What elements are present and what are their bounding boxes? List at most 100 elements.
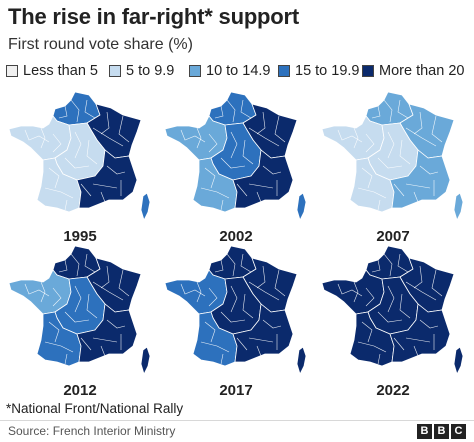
legend-swatch bbox=[109, 65, 121, 77]
region-corsica bbox=[453, 346, 464, 375]
department-boundary bbox=[387, 131, 395, 159]
map-year-label: 2022 bbox=[376, 382, 410, 399]
region-southeast bbox=[232, 303, 294, 363]
bbc-logo: B B C bbox=[417, 424, 466, 439]
department-boundary bbox=[361, 321, 373, 343]
department-boundary bbox=[220, 353, 224, 365]
department-boundary bbox=[383, 253, 393, 277]
department-boundary bbox=[262, 319, 282, 329]
department-boundary bbox=[337, 129, 363, 143]
department-boundary bbox=[58, 105, 68, 119]
legend-swatch bbox=[362, 65, 374, 77]
department-boundary bbox=[413, 345, 419, 357]
map-panel-2007: 2007 bbox=[318, 88, 468, 253]
department-boundary bbox=[377, 353, 381, 365]
map-panel-2022: 2022 bbox=[318, 242, 468, 407]
department-boundary bbox=[48, 321, 60, 343]
region-southwest bbox=[36, 157, 82, 213]
department-boundary bbox=[40, 127, 46, 149]
department-boundary bbox=[74, 131, 82, 159]
region-southwest bbox=[36, 311, 82, 367]
department-boundary bbox=[80, 183, 92, 197]
map-panel-2002: 2002 bbox=[161, 88, 311, 253]
department-boundary bbox=[262, 165, 282, 175]
map-year-label: 2017 bbox=[219, 382, 253, 399]
map-panel-2012: 2012 bbox=[5, 242, 155, 407]
department-boundary bbox=[242, 293, 254, 319]
department-boundary bbox=[64, 311, 90, 323]
france-map bbox=[321, 91, 464, 221]
department-boundary bbox=[248, 183, 274, 189]
department-boundary bbox=[100, 191, 106, 203]
region-corsica bbox=[296, 346, 307, 375]
department-boundary bbox=[365, 133, 375, 153]
france-map bbox=[8, 91, 151, 221]
department-boundary bbox=[100, 265, 110, 289]
legend-swatch bbox=[278, 65, 290, 77]
department-boundary bbox=[256, 265, 266, 289]
region-corsica bbox=[140, 346, 151, 375]
department-boundary bbox=[48, 167, 60, 189]
department-boundary bbox=[248, 127, 280, 147]
map-panel-1995: 1995 bbox=[5, 88, 155, 253]
department-boundary bbox=[70, 99, 80, 123]
department-boundary bbox=[40, 281, 46, 303]
department-boundary bbox=[106, 165, 126, 175]
department-boundary bbox=[200, 341, 230, 353]
department-boundary bbox=[256, 111, 266, 135]
department-boundary bbox=[397, 99, 409, 119]
department-boundary bbox=[52, 133, 62, 153]
department-boundary bbox=[44, 187, 74, 199]
department-boundary bbox=[393, 337, 405, 351]
map-year-label: 1995 bbox=[63, 228, 97, 245]
department-boundary bbox=[118, 269, 130, 297]
department-boundary bbox=[387, 285, 395, 313]
department-boundary bbox=[44, 341, 74, 353]
department-boundary bbox=[100, 345, 106, 357]
region-southeast bbox=[76, 303, 138, 363]
department-boundary bbox=[248, 281, 280, 301]
department-boundary bbox=[208, 133, 218, 153]
department-boundary bbox=[208, 287, 218, 307]
department-boundary bbox=[86, 293, 98, 319]
legend-label: 15 to 19.9 bbox=[295, 63, 360, 79]
department-boundary bbox=[214, 259, 224, 273]
legend-swatch bbox=[6, 65, 18, 77]
department-boundary bbox=[180, 129, 206, 143]
department-boundary bbox=[419, 165, 439, 175]
department-boundary bbox=[52, 287, 62, 307]
department-boundary bbox=[399, 139, 411, 165]
department-boundary bbox=[84, 253, 96, 273]
department-boundary bbox=[196, 281, 202, 303]
department-boundary bbox=[405, 337, 431, 343]
france-map bbox=[321, 245, 464, 375]
department-boundary bbox=[220, 157, 246, 169]
department-boundary bbox=[357, 341, 387, 353]
department-boundary bbox=[361, 167, 373, 189]
department-boundary bbox=[204, 167, 216, 189]
department-boundary bbox=[357, 187, 387, 199]
department-boundary bbox=[413, 265, 423, 289]
department-boundary bbox=[405, 281, 437, 301]
department-boundary bbox=[377, 157, 403, 169]
department-boundary bbox=[399, 293, 411, 319]
department-boundary bbox=[58, 259, 68, 273]
department-boundary bbox=[204, 321, 216, 343]
department-boundary bbox=[371, 259, 381, 273]
legend-label: 10 to 14.9 bbox=[206, 63, 271, 79]
region-southeast bbox=[232, 149, 294, 209]
department-boundary bbox=[242, 139, 254, 165]
department-boundary bbox=[214, 105, 224, 119]
map-year-label: 2002 bbox=[219, 228, 253, 245]
department-boundary bbox=[256, 345, 262, 357]
region-corsica bbox=[453, 192, 464, 221]
department-boundary bbox=[92, 337, 118, 343]
department-boundary bbox=[220, 199, 224, 211]
source-note: Source: French Interior Ministry bbox=[8, 424, 176, 438]
department-boundary bbox=[64, 353, 68, 365]
department-boundary bbox=[64, 199, 68, 211]
department-boundary bbox=[256, 191, 262, 203]
department-boundary bbox=[24, 283, 50, 297]
department-boundary bbox=[236, 183, 248, 197]
logo-letter: B bbox=[434, 424, 449, 439]
